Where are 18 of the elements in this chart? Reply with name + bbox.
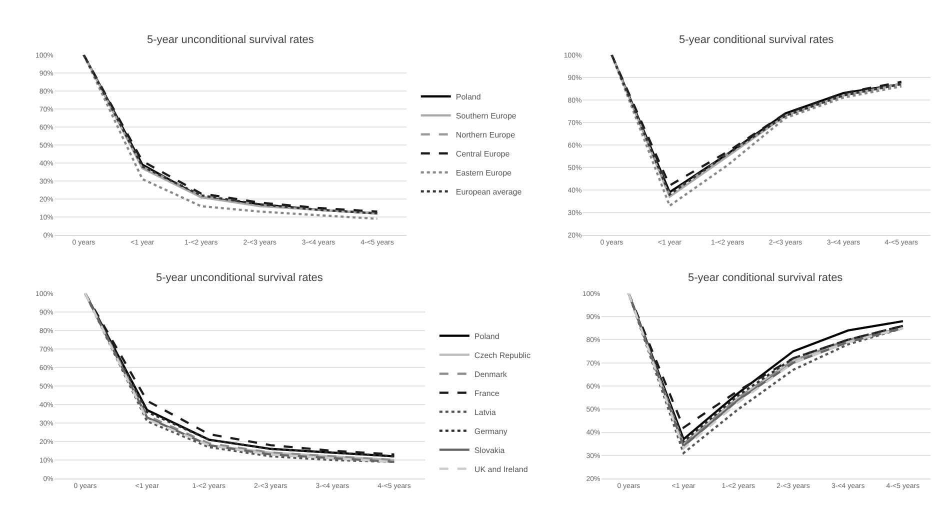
legend-label: Germany <box>474 426 508 436</box>
legend-label: Czech Republic <box>474 350 530 360</box>
legend-label: Latvia <box>474 408 496 417</box>
legend-label: France <box>474 388 500 398</box>
legend-label: Northern Europe <box>456 130 516 140</box>
legend-label: Poland <box>456 92 481 102</box>
chart-title: 5-year unconditional survival rates <box>147 34 314 46</box>
legend-label: Eastern Europe <box>456 168 512 178</box>
legend-label: Slovakia <box>474 446 506 455</box>
legend-label: Central Europe <box>456 149 510 158</box>
legend-label: Southern Europe <box>456 111 517 120</box>
chart-title: 5-year conditional survival rates <box>688 272 844 284</box>
chart-title: 5-year unconditional survival rates <box>156 272 324 284</box>
chart-title: 5-year conditional survival rates <box>679 34 834 46</box>
legend-label: European average <box>456 187 522 196</box>
legend-label: UK and Ireland <box>474 464 528 474</box>
legend-label: Denmark <box>474 370 508 379</box>
legend-label: Poland <box>474 332 500 341</box>
